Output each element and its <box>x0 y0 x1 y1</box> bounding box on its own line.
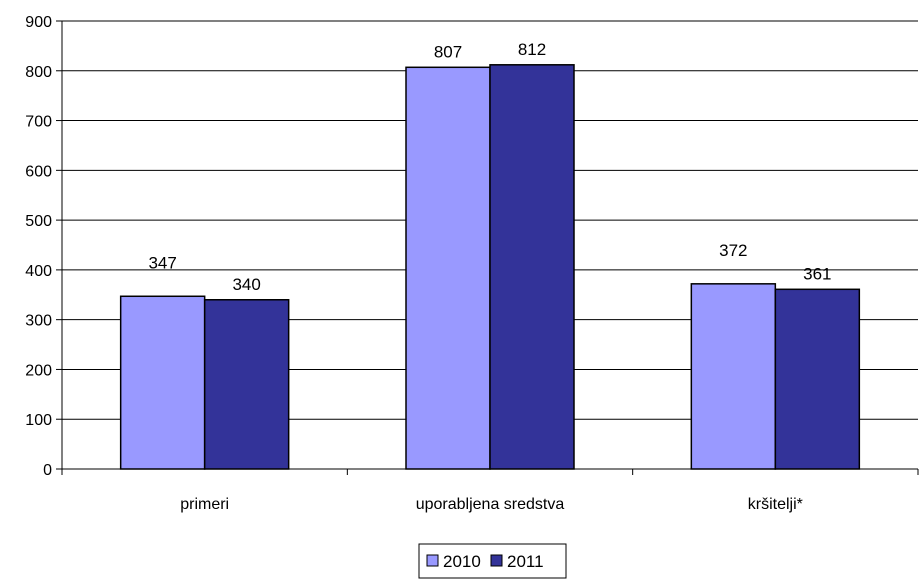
x-category-label: primeri <box>180 496 229 513</box>
y-axis: 0 100 200 300 400 500 600 700 800 900 <box>25 14 63 479</box>
x-category-label: kršitelji* <box>748 496 803 513</box>
bar-2011-2 <box>774 288 861 470</box>
bar-2011-0 <box>203 299 290 470</box>
legend-swatch-2010 <box>426 554 439 567</box>
data-label: 372 <box>719 241 747 260</box>
y-tick-label: 700 <box>25 114 52 131</box>
data-label: 361 <box>803 264 831 283</box>
bar-2010-0 <box>119 295 206 470</box>
bar-2011-1 <box>489 64 575 470</box>
y-tick-label: 900 <box>25 14 52 31</box>
data-label: 347 <box>148 253 176 272</box>
legend-swatch-2011 <box>490 554 503 567</box>
x-axis: primeri uporabljena sredstva kršitelji* <box>61 468 919 513</box>
bar-2010-2 <box>690 283 777 470</box>
legend: 2010 2011 <box>418 543 567 579</box>
y-tick-label: 400 <box>25 263 52 280</box>
bar-2010-1 <box>405 66 491 470</box>
data-label: 812 <box>518 40 546 59</box>
data-labels: 347 340 807 812 372 361 <box>148 40 831 294</box>
x-category-label: uporabljena sredstva <box>416 496 565 513</box>
data-label: 340 <box>232 275 260 294</box>
y-tick-label: 300 <box>25 313 52 330</box>
bars <box>119 64 861 470</box>
y-tick-label: 500 <box>25 213 52 230</box>
legend-label-2010: 2010 <box>443 552 481 571</box>
y-tick-label: 200 <box>25 362 52 379</box>
data-label: 807 <box>434 42 462 61</box>
y-tick-label: 800 <box>25 64 52 81</box>
y-tick-label: 100 <box>25 412 52 429</box>
legend-label-2011: 2011 <box>507 552 544 571</box>
y-tick-label: 0 <box>43 462 52 479</box>
y-tick-label: 600 <box>25 163 52 180</box>
